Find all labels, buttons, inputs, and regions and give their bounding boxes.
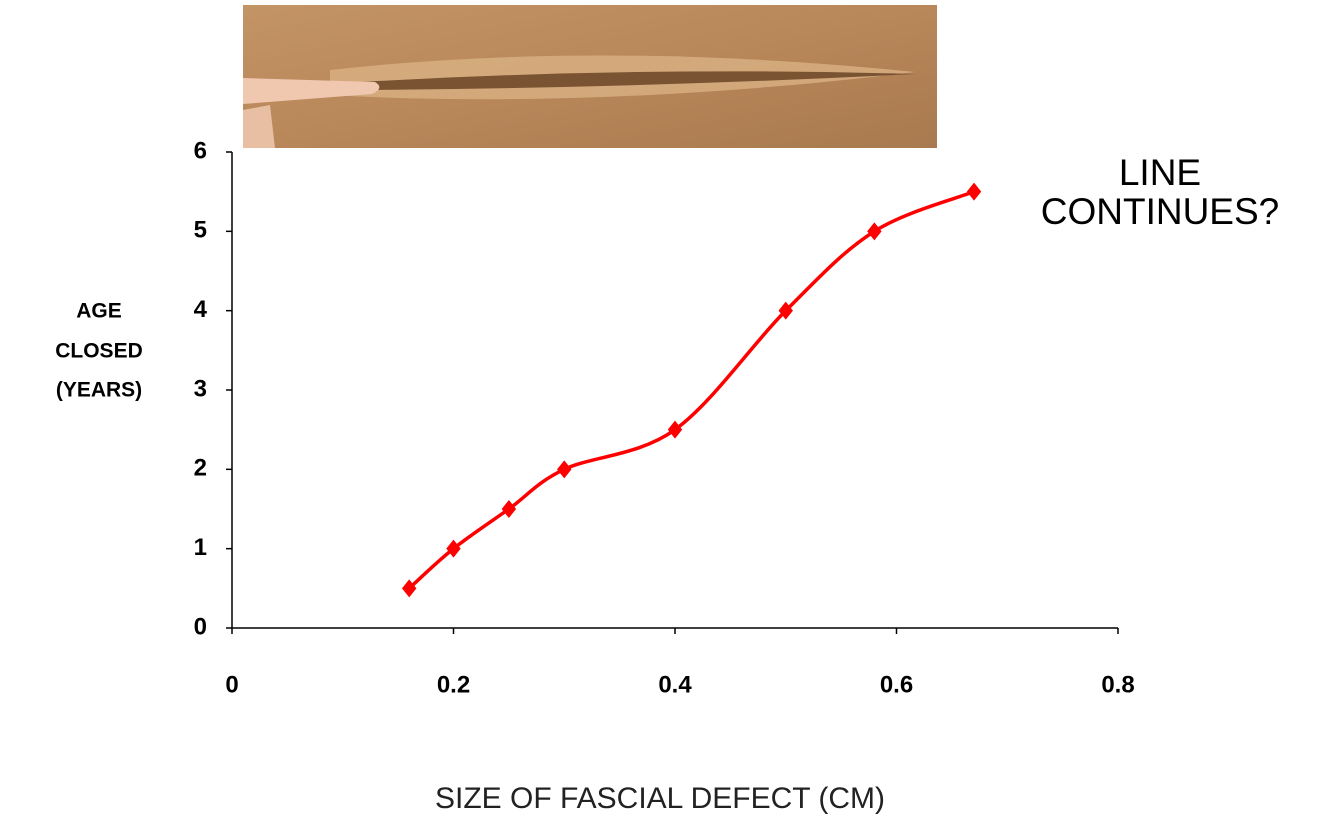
data-point [966, 182, 982, 201]
y-axis-label: AGE [76, 300, 122, 323]
x-axis-label: SIZE OF FASCIAL DEFECT (CM) [435, 782, 885, 815]
x-tick-label: 0.6 [880, 671, 913, 698]
data-point [446, 539, 461, 558]
x-tick-label: 0.8 [1101, 671, 1134, 698]
data-point [778, 301, 793, 320]
series-line [408, 190, 975, 590]
y-tick-label: 2 [194, 455, 207, 482]
y-tick-label: 3 [194, 375, 207, 402]
x-tick-label: 0.4 [658, 671, 692, 698]
data-point [867, 222, 882, 241]
data-point [402, 579, 417, 598]
y-tick-label: 4 [194, 296, 208, 323]
annotation: CONTINUES? [1041, 191, 1279, 232]
y-axis-label: CLOSED [55, 340, 143, 363]
annotation: LINE [1119, 152, 1201, 193]
x-tick-label: 0 [225, 671, 238, 698]
data-point [501, 500, 517, 518]
y-axis-label: (YEARS) [56, 379, 142, 402]
x-tick-label: 0.2 [437, 671, 470, 698]
y-tick-label: 0 [194, 613, 207, 640]
y-tick-label: 1 [194, 534, 207, 561]
data-point [557, 460, 572, 479]
data-point [667, 420, 683, 439]
y-tick-label: 5 [194, 217, 207, 244]
sand-photo [243, 5, 937, 148]
y-tick-label: 6 [194, 137, 207, 164]
